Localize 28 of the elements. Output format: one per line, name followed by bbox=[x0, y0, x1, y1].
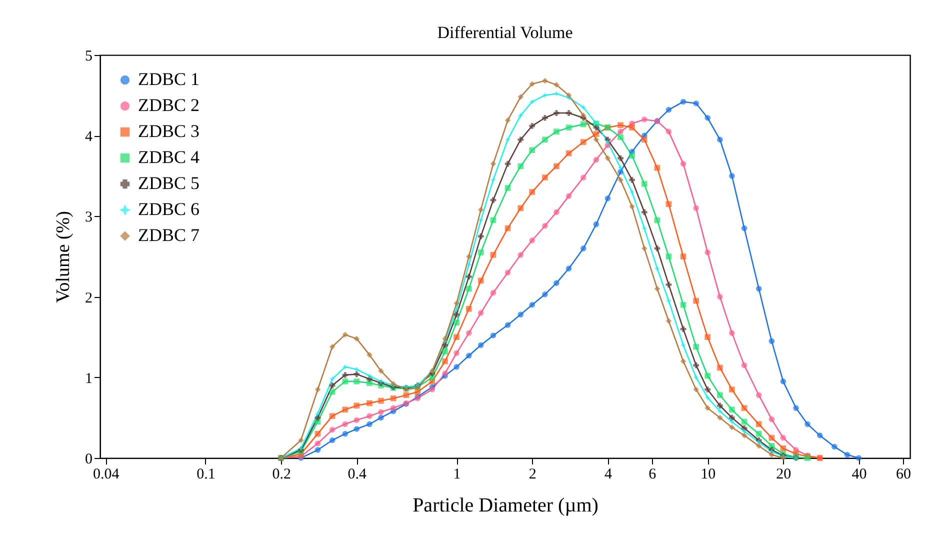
y-tick-label: 5 bbox=[85, 48, 92, 64]
x-tick-label: 0.2 bbox=[272, 466, 291, 482]
x-tick-label: 60 bbox=[896, 466, 911, 482]
legend-label: ZDBC 5 bbox=[138, 173, 200, 193]
x-tick-label: 6 bbox=[648, 466, 657, 482]
y-tick-label: 1 bbox=[85, 370, 92, 387]
y-axis-title: Volume (%) bbox=[53, 211, 74, 303]
legend-label: ZDBC 6 bbox=[138, 199, 200, 219]
legend-label: ZDBC 7 bbox=[138, 225, 200, 245]
x-tick-label: 1 bbox=[453, 466, 461, 482]
y-tick-label: 0 bbox=[85, 452, 92, 468]
legend-label: ZDBC 4 bbox=[138, 147, 200, 167]
x-tick-label: 0.04 bbox=[92, 466, 120, 482]
y-tick-label: 3 bbox=[85, 210, 92, 226]
x-tick-label: 4 bbox=[604, 466, 612, 482]
x-axis-title: Particle Diameter (µm) bbox=[412, 494, 598, 516]
x-tick-label: 0.1 bbox=[196, 466, 216, 482]
x-tick-label: 0.4 bbox=[348, 466, 368, 482]
x-tick-label: 2 bbox=[528, 466, 536, 482]
x-tick-label: 40 bbox=[852, 466, 867, 482]
legend-label: ZDBC 2 bbox=[138, 95, 200, 115]
y-tick-label: 4 bbox=[85, 129, 93, 146]
legend-label: ZDBC 1 bbox=[138, 69, 200, 89]
chart-title: Differential Volume bbox=[437, 23, 573, 42]
y-tick-label: 2 bbox=[85, 290, 92, 306]
x-tick-label: 20 bbox=[776, 466, 792, 482]
x-tick-label: 10 bbox=[700, 466, 716, 482]
legend-label: ZDBC 3 bbox=[138, 121, 200, 141]
